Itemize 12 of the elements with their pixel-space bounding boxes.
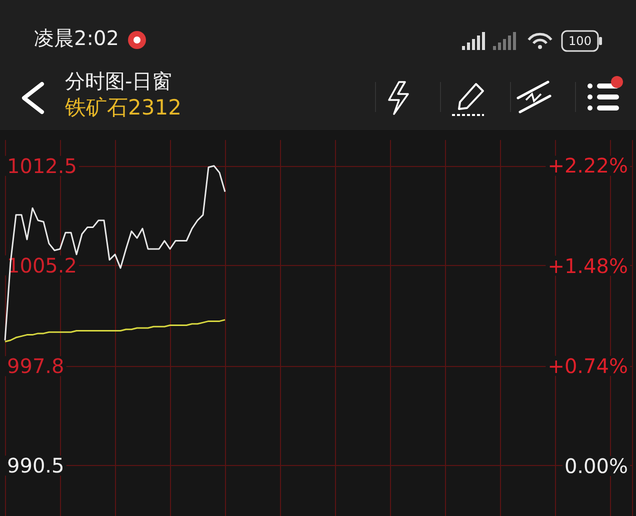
y2-tick-label: +1.48%: [548, 254, 628, 278]
chart-subtitle: 铁矿石2312: [64, 96, 182, 120]
y2-tick-label: +2.22%: [548, 154, 628, 178]
y2-tick-label: 0.00%: [564, 454, 628, 478]
y-tick-label: 1012.5: [7, 154, 77, 178]
y-tick-label: 990.5: [7, 454, 64, 478]
line-series: [4, 319, 226, 342]
text: 100: [568, 34, 592, 48]
y2-tick-label: +0.74%: [548, 354, 628, 378]
text: 凌晨2:02: [34, 26, 119, 50]
y-tick-label: 997.8: [7, 354, 64, 378]
chart-title: 分时图-日窗: [65, 69, 172, 93]
